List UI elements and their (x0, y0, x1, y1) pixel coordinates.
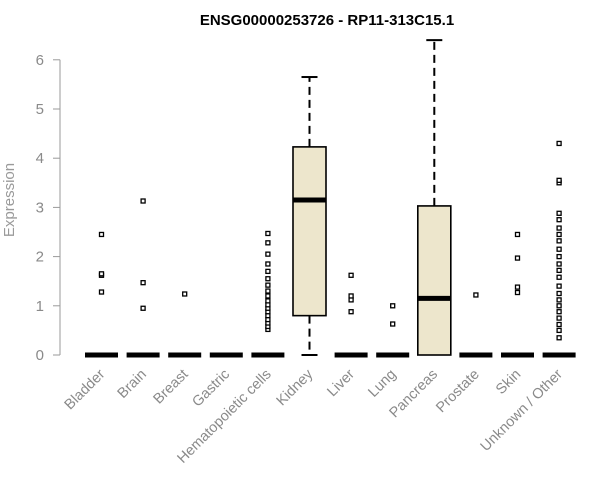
box-skin (501, 231, 534, 358)
outlier-point (348, 272, 354, 278)
outlier-point (98, 289, 105, 295)
box-unknown-other (542, 140, 576, 358)
outlier-point (556, 238, 562, 244)
outlier-point (556, 303, 562, 309)
outlier-point (265, 298, 271, 304)
outlier-point (556, 290, 562, 297)
x-tick-label: Prostate (433, 367, 482, 416)
outlier-point (390, 303, 396, 309)
outlier-point (556, 140, 562, 147)
outlier-point (514, 255, 521, 261)
box-bladder (85, 231, 118, 358)
x-tick-label: Bladder (62, 366, 109, 413)
outlier-point (556, 177, 562, 183)
outlier-point (140, 305, 146, 311)
outlier-point (265, 240, 271, 246)
outlier-point (556, 253, 562, 260)
y-tick-label: 4 (36, 150, 44, 167)
outlier-point (556, 246, 562, 252)
outlier-point (514, 289, 521, 296)
y-tick-label: 2 (36, 249, 44, 266)
outlier-point (556, 210, 562, 216)
outlier-point (556, 335, 562, 341)
box-hematopoietic-cells (251, 230, 285, 358)
box-brain (126, 198, 160, 358)
y-tick-label: 0 (36, 347, 44, 364)
outlier-point (182, 291, 188, 297)
boxes-group (85, 39, 576, 358)
outlier-point (98, 231, 105, 238)
outlier-point (556, 261, 562, 267)
outlier-point (556, 283, 562, 289)
outlier-point (140, 198, 146, 204)
box-lung (376, 303, 410, 358)
y-axis: 0 1 2 3 4 5 6 (36, 52, 61, 364)
box-body (292, 146, 327, 317)
outlier-point (140, 280, 146, 286)
outlier-point (556, 327, 562, 334)
outlier-point (556, 231, 562, 238)
x-tick-label: Brain (115, 367, 150, 402)
y-tick-label: 5 (36, 101, 44, 118)
chart-title: ENSG00000253726 - RP11-313C15.1 (200, 12, 454, 29)
outlier-point (514, 284, 521, 290)
outlier-point (473, 292, 479, 298)
outlier-point (265, 261, 271, 267)
outlier-point (556, 225, 562, 231)
outlier-point (390, 321, 396, 327)
outlier-point (556, 315, 562, 321)
box-kidney (292, 76, 327, 356)
x-tick-label: Kidney (274, 366, 317, 409)
x-tick-label: Skin (493, 367, 524, 398)
box-breast (168, 291, 202, 358)
outlier-point (348, 309, 354, 315)
outlier-point (265, 230, 271, 237)
outlier-point (514, 231, 521, 238)
outlier-point (265, 268, 271, 275)
x-tick-label: Liver (324, 366, 358, 400)
outlier-point (556, 297, 562, 303)
box-prostate (459, 292, 493, 358)
y-axis-label: Expression (1, 163, 18, 237)
outlier-point (265, 251, 271, 257)
box-pancreas (416, 39, 452, 356)
y-tick-label: 3 (36, 199, 44, 216)
x-tick-label: Lung (365, 367, 399, 401)
outlier-point (556, 217, 562, 223)
outlier-point (556, 309, 562, 315)
outlier-point (265, 288, 271, 294)
outlier-point (556, 274, 562, 280)
outlier-point (265, 293, 271, 299)
outlier-point (556, 321, 562, 328)
outlier-point (265, 282, 271, 288)
box-body (416, 205, 452, 356)
outlier-point (98, 271, 105, 277)
y-tick-label: 1 (36, 298, 44, 315)
x-tick-label: Breast (151, 367, 192, 408)
outlier-point (556, 267, 562, 274)
box-liver (334, 272, 368, 358)
y-tick-label: 6 (36, 52, 44, 69)
outlier-point (348, 293, 354, 299)
outlier-point (265, 276, 271, 282)
